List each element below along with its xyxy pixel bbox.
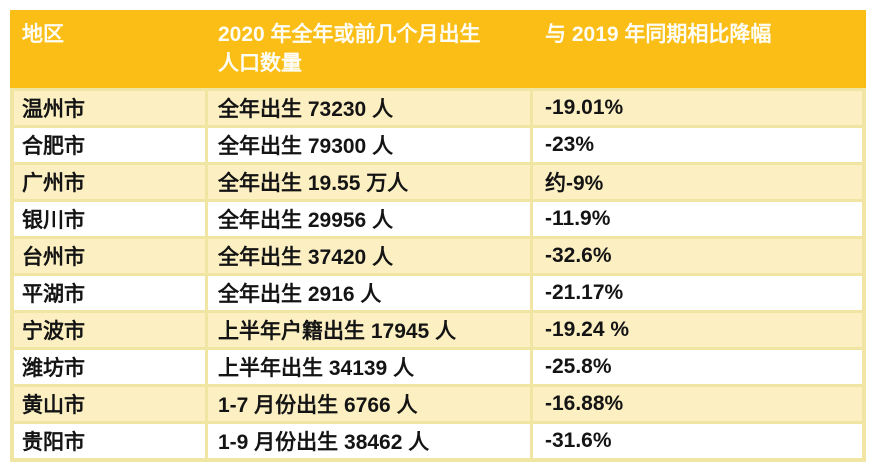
- table-row: 银川市 全年出生 29956 人 -11.9%: [14, 202, 862, 236]
- header-births-line2: 人口数量: [218, 52, 302, 75]
- decline-cell: -32.6%: [533, 239, 862, 273]
- births-cell: 上半年户籍出生 17945 人: [208, 313, 530, 347]
- table-row: 温州市 全年出生 73230 人 -19.01%: [14, 91, 862, 125]
- header-region: 地区: [14, 10, 205, 88]
- table-row: 宁波市 上半年户籍出生 17945 人 -19.24 %: [14, 313, 862, 347]
- table-row: 贵阳市 1-9 月份出生 38462 人 -31.6%: [14, 424, 862, 458]
- births-cell: 全年出生 29956 人: [208, 202, 530, 236]
- header-births: 2020 年全年或前几个月出生 人口数量: [208, 10, 530, 88]
- region-cell: 温州市: [14, 91, 205, 125]
- decline-cell: -11.9%: [533, 202, 862, 236]
- region-cell: 潍坊市: [14, 350, 205, 384]
- births-cell: 1-7 月份出生 6766 人: [208, 387, 530, 421]
- region-cell: 贵阳市: [14, 424, 205, 458]
- decline-cell: -25.8%: [533, 350, 862, 384]
- region-cell: 黄山市: [14, 387, 205, 421]
- births-cell: 全年出生 79300 人: [208, 128, 530, 162]
- decline-cell: -31.6%: [533, 424, 862, 458]
- header-region-label: 地区: [22, 23, 64, 46]
- births-cell: 上半年出生 34139 人: [208, 350, 530, 384]
- births-cell: 1-9 月份出生 38462 人: [208, 424, 530, 458]
- birth-statistics-table: 地区 2020 年全年或前几个月出生 人口数量 与 2019 年同期相比降幅 温…: [10, 10, 866, 462]
- region-cell: 台州市: [14, 239, 205, 273]
- decline-cell: -16.88%: [533, 387, 862, 421]
- decline-cell: -23%: [533, 128, 862, 162]
- births-cell: 全年出生 2916 人: [208, 276, 530, 310]
- region-cell: 广州市: [14, 165, 205, 199]
- table-body: 温州市 全年出生 73230 人 -19.01% 合肥市 全年出生 79300 …: [10, 88, 866, 462]
- table-row: 台州市 全年出生 37420 人 -32.6%: [14, 239, 862, 273]
- table-header-row: 地区 2020 年全年或前几个月出生 人口数量 与 2019 年同期相比降幅: [10, 10, 866, 88]
- region-cell: 平湖市: [14, 276, 205, 310]
- table-row: 潍坊市 上半年出生 34139 人 -25.8%: [14, 350, 862, 384]
- births-cell: 全年出生 19.55 万人: [208, 165, 530, 199]
- region-cell: 银川市: [14, 202, 205, 236]
- decline-cell: -19.01%: [533, 91, 862, 125]
- decline-cell: 约-9%: [533, 165, 862, 199]
- table-row: 合肥市 全年出生 79300 人 -23%: [14, 128, 862, 162]
- births-cell: 全年出生 37420 人: [208, 239, 530, 273]
- decline-cell: -19.24 %: [533, 313, 862, 347]
- decline-cell: -21.17%: [533, 276, 862, 310]
- table-row: 广州市 全年出生 19.55 万人 约-9%: [14, 165, 862, 199]
- header-births-line1: 2020 年全年或前几个月出生: [218, 23, 481, 46]
- table-row: 黄山市 1-7 月份出生 6766 人 -16.88%: [14, 387, 862, 421]
- table-row: 平湖市 全年出生 2916 人 -21.17%: [14, 276, 862, 310]
- region-cell: 宁波市: [14, 313, 205, 347]
- births-cell: 全年出生 73230 人: [208, 91, 530, 125]
- header-decline-label: 与 2019 年同期相比降幅: [545, 23, 772, 46]
- region-cell: 合肥市: [14, 128, 205, 162]
- header-decline: 与 2019 年同期相比降幅: [533, 10, 862, 88]
